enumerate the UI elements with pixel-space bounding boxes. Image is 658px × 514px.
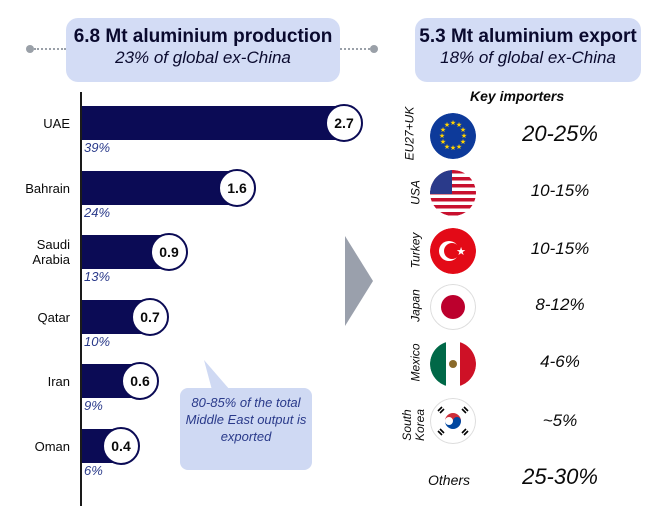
share-label: 9% — [84, 398, 103, 413]
right-connector-line — [340, 48, 370, 50]
chart-axis — [80, 92, 82, 506]
share-label: 6% — [84, 463, 103, 478]
svg-text:★: ★ — [440, 126, 446, 134]
left-connector-dot — [26, 45, 34, 53]
bar — [82, 106, 344, 140]
share-eu: 20-25% — [522, 121, 598, 146]
category-label: Iran — [47, 373, 70, 389]
svg-text:★: ★ — [460, 126, 466, 134]
country-label-south-korea-text: South Korea — [400, 408, 427, 442]
mexico-flag-icon — [430, 341, 476, 387]
callout-text: 80-85% of the total Middle East output i… — [185, 395, 307, 444]
svg-text:★: ★ — [456, 121, 462, 129]
share-mexico: 4-6% — [540, 352, 580, 371]
export-header: 5.3 Mt aluminium export 18% of global ex… — [415, 18, 641, 82]
svg-text:★: ★ — [456, 245, 466, 258]
category-label: UAE — [43, 115, 70, 131]
share-label: 24% — [84, 205, 111, 220]
callout-tail — [204, 360, 230, 390]
category-label: Saudi Arabia — [32, 237, 70, 267]
arrow-icon — [345, 236, 373, 326]
production-title: 6.8 Mt aluminium production — [73, 26, 333, 47]
svg-text:★: ★ — [440, 138, 446, 146]
value-label: 2.7 — [325, 104, 363, 142]
country-label-south-korea: South Korea — [400, 395, 427, 455]
svg-text:★: ★ — [450, 119, 456, 127]
japan-flag-icon — [430, 284, 476, 330]
share-label: 13% — [84, 269, 111, 284]
right-connector-dot — [370, 45, 378, 53]
export-title: 5.3 Mt aluminium export — [419, 26, 637, 47]
svg-text:★: ★ — [456, 143, 462, 151]
eu-flag-icon: ★ ★★ ★★★ ★★★ ★★★ — [430, 113, 476, 159]
value-label: 0.6 — [121, 362, 159, 400]
value-label: 0.7 — [131, 298, 169, 336]
usa-flag-icon — [430, 170, 476, 216]
country-label-turkey: Turkey — [408, 232, 423, 269]
bar — [82, 171, 237, 205]
svg-text:★: ★ — [444, 143, 450, 151]
svg-text:★: ★ — [444, 121, 450, 129]
country-label-eu: EU27+UK — [402, 106, 417, 161]
export-subtitle: 18% of global ex-China — [440, 48, 616, 67]
share-usa: 10-15% — [530, 181, 590, 200]
svg-text:★: ★ — [460, 138, 466, 146]
country-label-japan: Japan — [408, 289, 423, 322]
svg-text:★: ★ — [461, 132, 467, 140]
share-south-korea: ~5% — [542, 411, 578, 430]
value-label: 1.6 — [218, 169, 256, 207]
share-turkey: 10-15% — [530, 239, 590, 258]
production-subtitle: 23% of global ex-China — [115, 48, 291, 67]
value-label: 0.9 — [150, 233, 188, 271]
svg-text:★: ★ — [450, 144, 456, 152]
importers-heading: Key importers — [470, 88, 565, 104]
value-label: 0.4 — [102, 427, 140, 465]
share-label: 10% — [84, 334, 111, 349]
share-label: 39% — [84, 140, 111, 155]
share-others: 25-30% — [522, 464, 598, 489]
south-korea-flag-icon — [430, 398, 476, 444]
others-label: Others — [428, 472, 471, 488]
category-label: Oman — [34, 438, 70, 454]
export-callout — [180, 388, 312, 470]
category-label: Bahrain — [25, 180, 70, 196]
share-japan: 8-12% — [535, 295, 585, 314]
production-header: 6.8 Mt aluminium production 23% of globa… — [66, 18, 340, 82]
left-connector-line — [34, 48, 66, 50]
category-label: Qatar — [37, 309, 70, 325]
country-label-mexico: Mexico — [408, 343, 423, 382]
country-label-usa: USA — [408, 180, 423, 205]
svg-text:★: ★ — [439, 132, 445, 140]
turkey-flag-icon: ★ — [430, 228, 476, 274]
